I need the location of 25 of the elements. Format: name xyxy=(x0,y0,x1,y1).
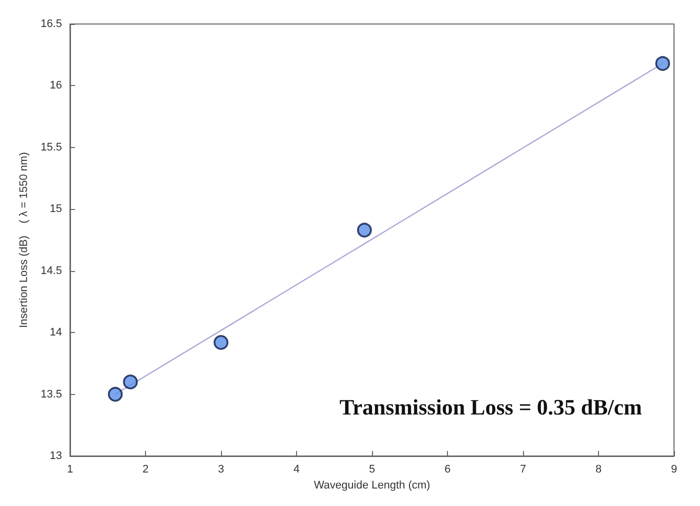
point xyxy=(655,56,670,71)
y-tick-label: 16 xyxy=(50,80,62,92)
y-tick-label: 16.5 xyxy=(40,18,62,30)
x-tick-label: 2 xyxy=(142,464,149,476)
y-tick-label: 14 xyxy=(50,326,62,339)
point xyxy=(108,386,123,402)
x-tick-label: 1 xyxy=(66,464,74,476)
y-tick-label: 13 xyxy=(50,450,62,462)
point xyxy=(214,335,228,350)
annotation: Transmission Loss = 0.35 dB/cm xyxy=(340,394,642,420)
point xyxy=(357,222,372,238)
x-axis-title: Waveguide Length (cm) xyxy=(314,479,430,492)
y-tick-label: 13.5 xyxy=(40,388,62,400)
y-axis-title: Insertion Loss (dB) ( λ = 1550 nm) xyxy=(18,152,30,328)
x-tick-label: 3 xyxy=(218,464,224,476)
x-tick-label: 4 xyxy=(293,464,300,476)
x-tick-label: 8 xyxy=(595,464,602,476)
x-tick-label: 7 xyxy=(520,464,526,476)
x-tick-label: 9 xyxy=(670,464,678,476)
point xyxy=(123,374,138,390)
y-tick-label: 15 xyxy=(50,203,62,216)
x-tick-label: 5 xyxy=(368,464,376,476)
x-tick-label: 6 xyxy=(444,464,451,476)
y-tick-label: 14.5 xyxy=(40,264,62,277)
y-tick-label: 15.5 xyxy=(40,141,62,154)
